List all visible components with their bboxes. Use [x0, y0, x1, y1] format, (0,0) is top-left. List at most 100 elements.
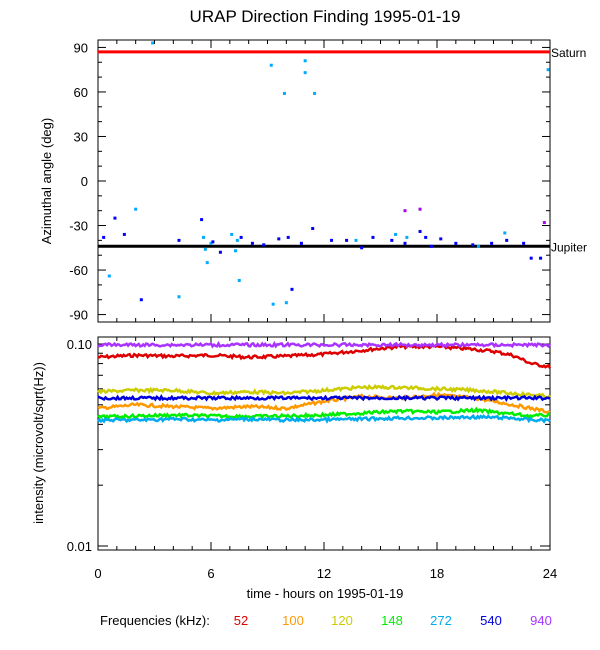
- azimuth-point-272: [177, 295, 181, 299]
- azimuth-ytick-label: -60: [69, 263, 88, 278]
- azimuth-point-540: [424, 235, 428, 239]
- azimuth-point-272: [503, 231, 507, 235]
- azimuth-point-272: [203, 247, 207, 251]
- legend-entry-540: 540: [480, 613, 502, 628]
- azimuth-ytick-label: 30: [74, 129, 88, 144]
- azimuth-panel-frame: [97, 39, 551, 323]
- intensity-series-148: [97, 406, 551, 421]
- azimuth-point-540: [250, 241, 254, 245]
- azimuth-ytick-label: -90: [69, 308, 88, 323]
- azimuth-point-540: [403, 241, 407, 245]
- azimuth-point-272: [107, 274, 111, 278]
- azimuth-point-272: [134, 207, 138, 211]
- azimuth-point-540: [360, 246, 364, 250]
- azimuth-panel: Azimuthal angle (deg) 90 60 30 0 -30 -60 -90 Sa…: [39, 39, 587, 323]
- azimuth-point-272: [209, 241, 213, 245]
- intensity-panel-frame: [97, 336, 551, 551]
- xtick-label: 18: [430, 566, 444, 581]
- azimuth-ytick-label: 90: [74, 40, 88, 55]
- azimuth-point-540: [529, 256, 533, 260]
- azimuth-point-272: [546, 68, 550, 72]
- reference-label-saturn: Saturn: [551, 46, 586, 60]
- xtick-label: 24: [543, 566, 557, 581]
- azimuth-point-272: [233, 249, 237, 253]
- azimuth-point-540: [390, 238, 394, 242]
- azimuth-point-540: [330, 238, 334, 242]
- azimuth-point-540: [418, 229, 422, 233]
- intensity-series-540: [97, 393, 551, 403]
- azimuth-point-272: [303, 59, 307, 63]
- intensity-series-120: [97, 383, 551, 399]
- azimuth-point-540: [239, 235, 243, 239]
- azimuth-point-540: [177, 238, 181, 242]
- azimuth-point-272: [201, 235, 205, 239]
- intensity-ylabel: intensity (microvolt/sqrt(Hz)): [31, 362, 46, 524]
- azimuth-point-272: [284, 301, 288, 305]
- azimuth-point-272: [476, 244, 480, 248]
- azimuth-point-272: [282, 91, 286, 95]
- azimuth-point-540: [454, 241, 458, 245]
- azimuth-point-540: [200, 218, 204, 222]
- azimuth-point-272: [394, 232, 398, 236]
- azimuth-point-272: [237, 278, 241, 282]
- azimuth-point-540: [429, 244, 433, 248]
- x-axis-label: time - hours on 1995-01-19: [247, 586, 404, 601]
- intensity-ytick-label: 0.10: [67, 337, 92, 352]
- azimuth-point-540: [139, 298, 143, 302]
- azimuth-point-272: [230, 232, 234, 236]
- azimuth-point-272: [354, 238, 358, 242]
- chart-title: URAP Direction Finding 1995-01-19: [190, 7, 461, 26]
- azimuth-point-540: [311, 226, 315, 230]
- azimuth-point-540: [122, 232, 126, 236]
- azimuth-point-540: [113, 216, 117, 220]
- intensity-series-100: [97, 391, 551, 414]
- azimuth-point-272: [269, 63, 273, 67]
- xtick-label: 12: [317, 566, 331, 581]
- intensity-ytick-label: 0.01: [67, 539, 92, 554]
- azimuth-point-272: [235, 238, 239, 242]
- azimuth-point-540: [262, 243, 266, 247]
- azimuth-point-540: [277, 237, 281, 241]
- azimuth-point-540: [539, 256, 543, 260]
- azimuth-ytick-label: 60: [74, 85, 88, 100]
- azimuth-point-540: [299, 241, 303, 245]
- azimuth-point-540: [290, 287, 294, 291]
- azimuth-point-540: [345, 238, 349, 242]
- azimuth-point-540: [490, 241, 494, 245]
- xtick-label: 6: [207, 566, 214, 581]
- azimuth-ytick-label: -30: [69, 219, 88, 234]
- intensity-series-940: [97, 340, 552, 349]
- legend-entry-940: 940: [530, 613, 552, 628]
- azimuth-point-272: [271, 302, 275, 306]
- azimuth-point-940: [542, 221, 546, 225]
- legend-entry-100: 100: [282, 613, 304, 628]
- azimuth-ytick-label: 0: [81, 174, 88, 189]
- intensity-series-52: [97, 343, 552, 369]
- azimuth-point-540: [522, 241, 526, 245]
- azimuth-point-940: [403, 209, 407, 213]
- azimuth-point-540: [218, 250, 222, 254]
- legend-entry-148: 148: [381, 613, 403, 628]
- azimuth-point-272: [313, 91, 317, 95]
- intensity-panel: intensity (microvolt/sqrt(Hz)) 0.10 0.010…: [31, 336, 557, 581]
- azimuth-point-940: [418, 207, 422, 211]
- legend-entry-52: 52: [234, 613, 248, 628]
- legend-entry-120: 120: [331, 613, 353, 628]
- azimuth-point-540: [102, 235, 106, 239]
- intensity-series-272: [97, 413, 551, 424]
- azimuth-point-272: [303, 71, 307, 75]
- azimuth-point-272: [205, 261, 209, 265]
- xtick-label: 0: [94, 566, 101, 581]
- azimuth-point-540: [471, 243, 475, 247]
- azimuth-point-540: [371, 235, 375, 239]
- azimuth-point-272: [151, 41, 155, 45]
- legend-label: Frequencies (kHz):: [100, 613, 210, 628]
- legend-entry-272: 272: [430, 613, 452, 628]
- azimuth-point-540: [439, 237, 443, 241]
- frequency-legend: Frequencies (kHz): 52 100 120 148 272 540 940: [100, 613, 552, 628]
- azimuth-point-272: [405, 235, 409, 239]
- reference-label-jupiter: Jupiter: [551, 240, 587, 254]
- azimuth-ylabel: Azimuthal angle (deg): [39, 118, 54, 244]
- azimuth-point-540: [505, 238, 509, 242]
